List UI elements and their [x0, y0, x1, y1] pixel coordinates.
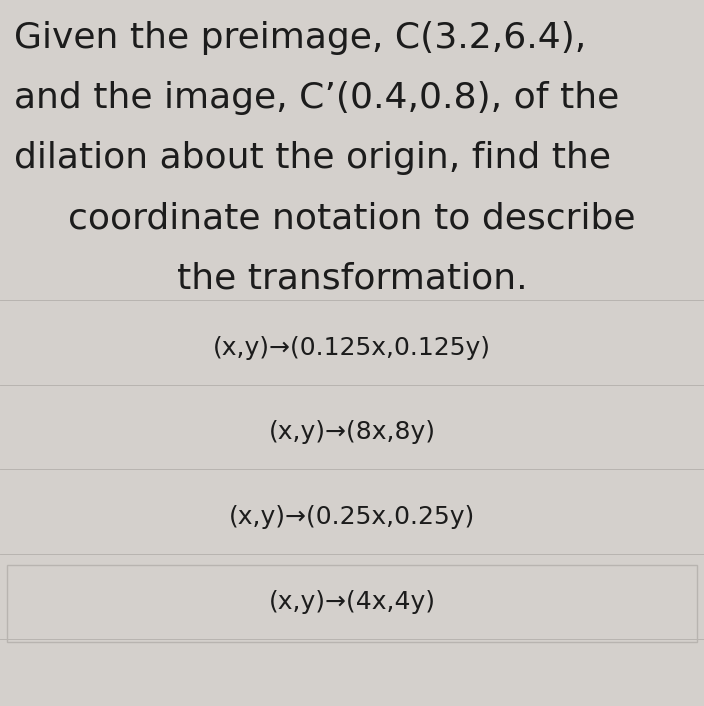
Text: (x,y)→(0.125x,0.125y): (x,y)→(0.125x,0.125y) [213, 336, 491, 359]
Text: Given the preimage, C(3.2,6.4),: Given the preimage, C(3.2,6.4), [14, 21, 586, 55]
Text: (x,y)→(4x,4y): (x,y)→(4x,4y) [268, 590, 436, 614]
Bar [7, 565, 697, 642]
Text: coordinate notation to describe: coordinate notation to describe [68, 201, 636, 235]
Text: (x,y)→(8x,8y): (x,y)→(8x,8y) [268, 421, 436, 444]
Text: the transformation.: the transformation. [177, 261, 527, 295]
Text: dilation about the origin, find the: dilation about the origin, find the [14, 141, 611, 175]
Text: (x,y)→(0.25x,0.25y): (x,y)→(0.25x,0.25y) [229, 505, 475, 529]
Text: and the image, C’(0.4,0.8), of the: and the image, C’(0.4,0.8), of the [14, 81, 620, 115]
